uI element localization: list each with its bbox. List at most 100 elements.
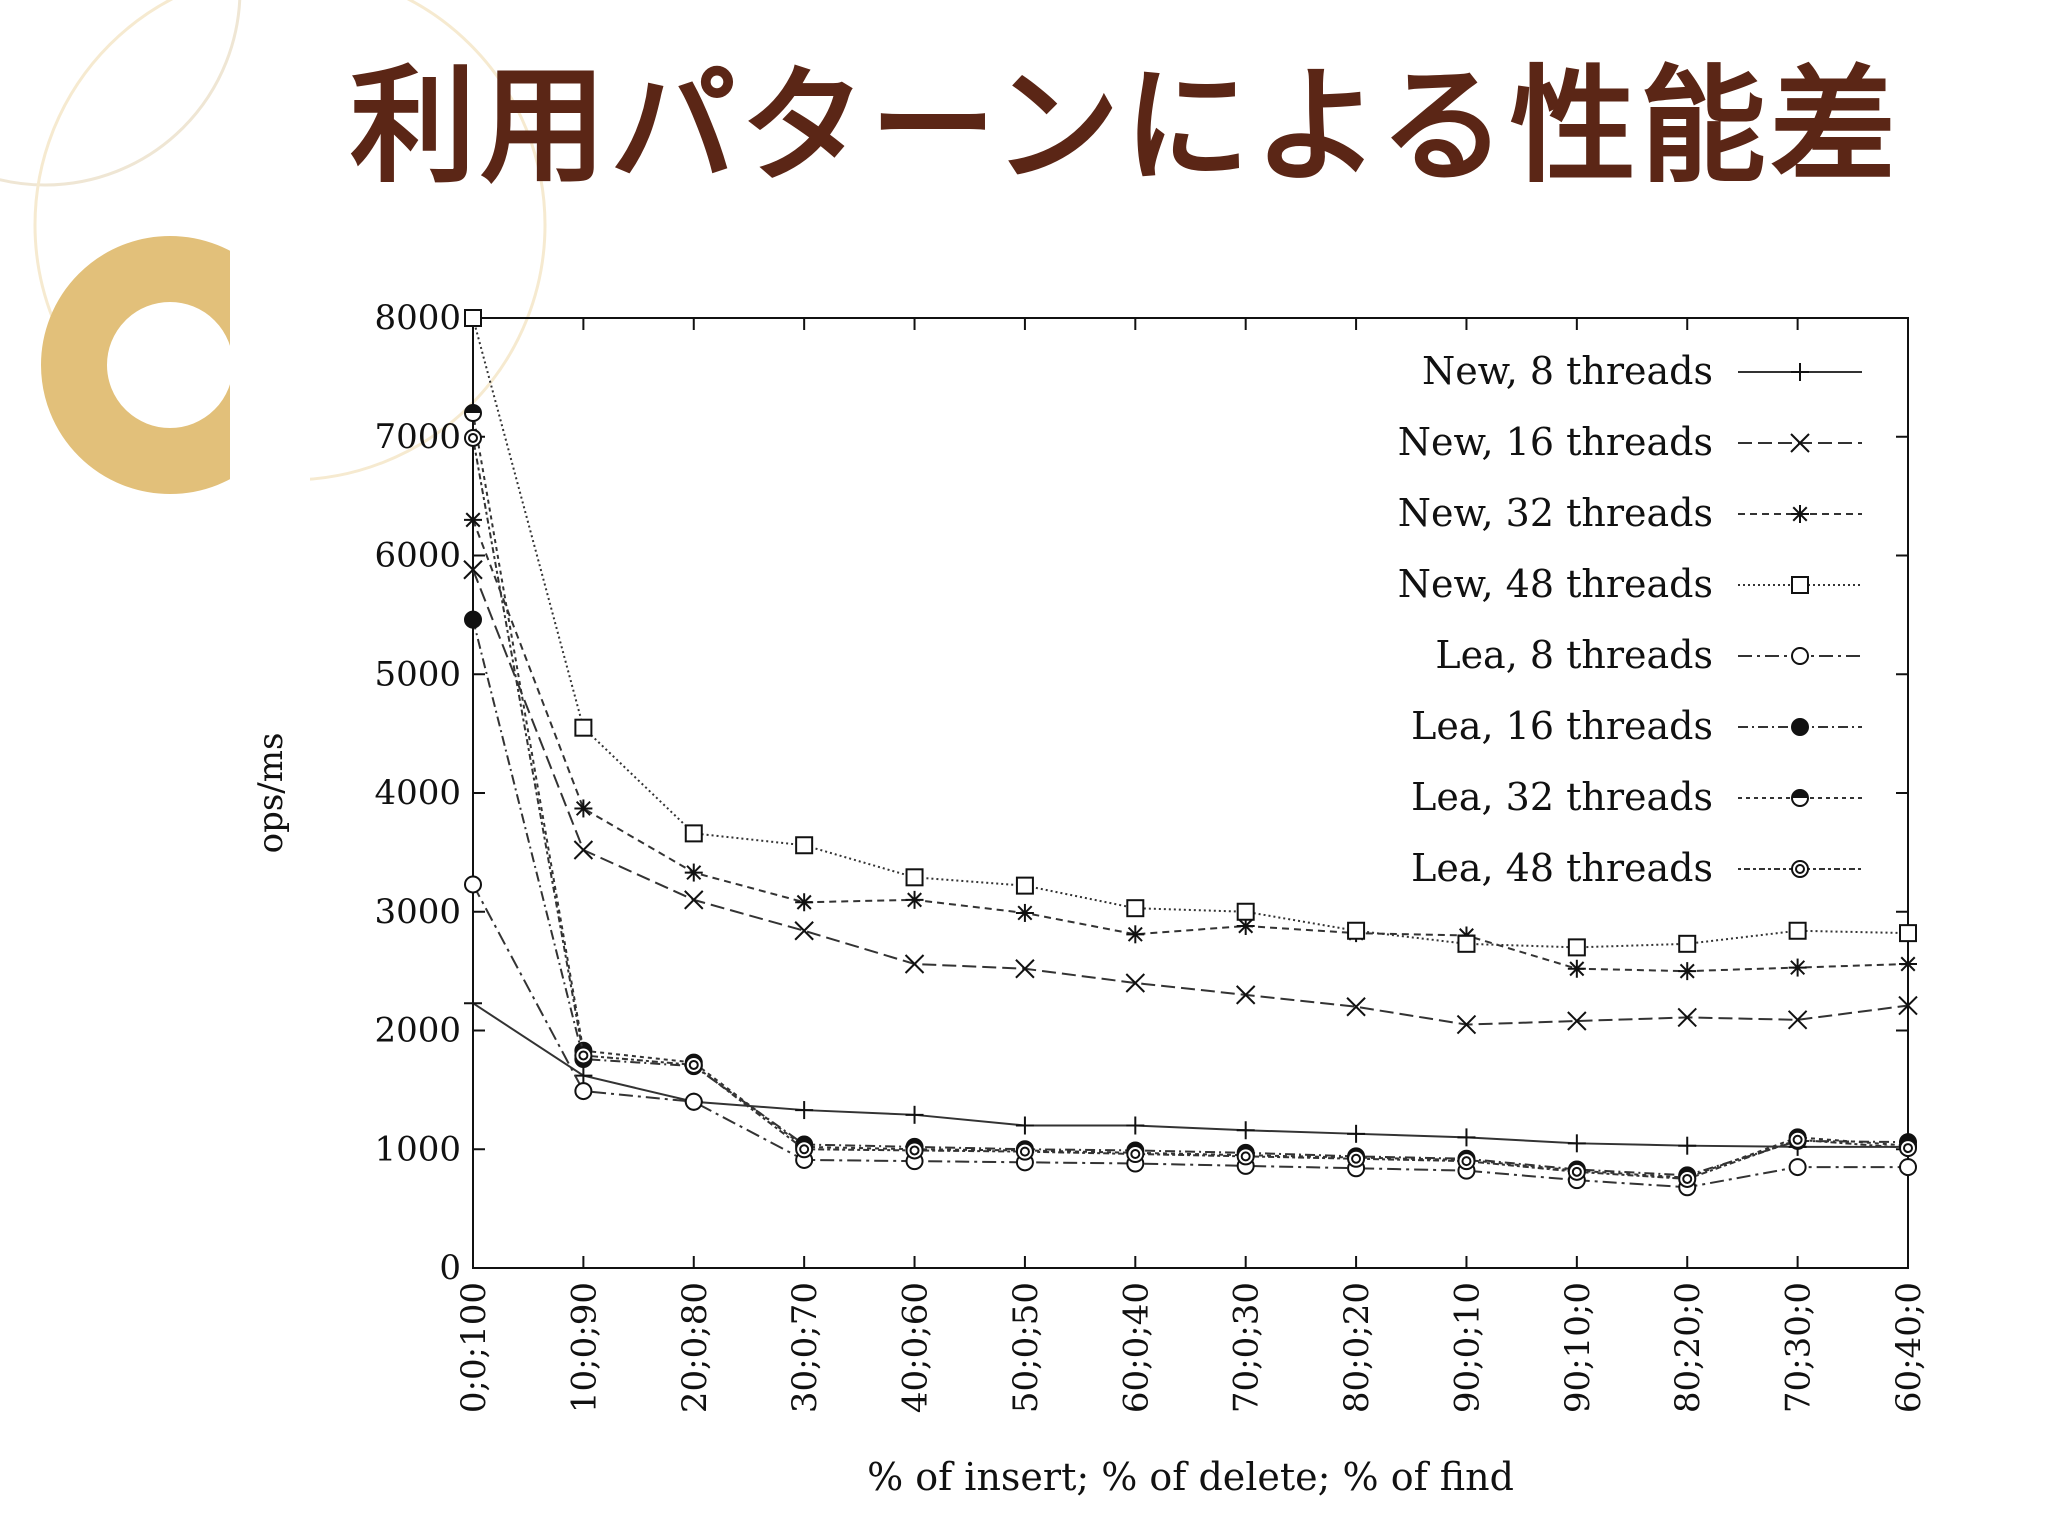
- data-point-s1: [1457, 1128, 1476, 1147]
- data-point-s8-inner: [468, 432, 478, 443]
- data-point-s3: [684, 863, 703, 882]
- data-point-s2-stroke: [1125, 973, 1146, 993]
- series-line-4: [472, 317, 1909, 949]
- data-point-s8-inner: [1240, 1151, 1251, 1162]
- series-line-5: [472, 883, 1908, 1189]
- x-tick-label: 90;0;10: [1447, 1282, 1487, 1413]
- data-point-s4-shape: [1347, 921, 1366, 940]
- data-point-s3-stroke: [1127, 926, 1143, 942]
- data-point-s5: [574, 1082, 593, 1101]
- data-point-s2: [904, 954, 925, 974]
- data-point-s2: [794, 921, 814, 941]
- data-point-s8-shape: [1899, 1139, 1917, 1158]
- data-point-s3-stroke: [1569, 961, 1585, 977]
- data-point-s1: [1015, 1116, 1034, 1135]
- data-point-s3: [905, 890, 924, 909]
- data-point-s8-inner: [799, 1144, 810, 1155]
- data-point-s5-shape: [574, 1082, 593, 1101]
- data-point-s4: [464, 309, 482, 327]
- data-point-s8-inner: [578, 1050, 589, 1061]
- data-point-s8-shape: [905, 1141, 924, 1160]
- series-line-2: [472, 569, 1909, 1026]
- legend-label: Lea, 48 threads: [1411, 846, 1713, 890]
- data-point-s4-shape: [1457, 934, 1476, 953]
- legend-label: Lea, 32 threads: [1411, 775, 1713, 819]
- data-point-s8-inner: [1130, 1149, 1141, 1159]
- data-point-s4: [1015, 876, 1034, 895]
- data-point-s1: [464, 994, 482, 1013]
- y-tick-label: 6000: [374, 536, 461, 576]
- data-point-s4-shape: [684, 824, 703, 843]
- data-point-s3-stroke: [1238, 918, 1254, 934]
- data-point-s8-inner: [1792, 1134, 1803, 1145]
- x-tick-label: 30;0;70: [785, 1282, 825, 1413]
- data-point-s3-stroke: [686, 865, 702, 881]
- legend-marker: [1791, 860, 1809, 878]
- data-point-s8-shape: [795, 1140, 814, 1159]
- data-point-s1: [905, 1105, 924, 1124]
- series-line-8: [472, 437, 1909, 1180]
- legend-marker-stroke: [1792, 506, 1808, 522]
- legend-marker: [1791, 576, 1809, 594]
- data-point-s8: [1678, 1169, 1697, 1188]
- x-tick-label: 40;0;60: [896, 1282, 936, 1413]
- y-tick-label: 0: [439, 1248, 461, 1288]
- data-point-s8: [1457, 1152, 1476, 1171]
- data-point-s2: [1898, 995, 1918, 1016]
- data-point-s4: [795, 836, 814, 855]
- y-tick-label: 7000: [374, 417, 461, 457]
- data-point-s3: [1788, 958, 1807, 977]
- x-tick-label: 80;0;20: [1337, 1282, 1377, 1413]
- legend-marker-shape: [1791, 576, 1809, 594]
- data-point-s8-shape: [1788, 1130, 1807, 1149]
- legend-marker: [1791, 789, 1809, 807]
- data-point-s3-stroke: [1900, 956, 1916, 972]
- data-point-s4: [1567, 938, 1586, 957]
- data-point-s3-stroke: [1790, 960, 1806, 976]
- data-point-s4: [684, 824, 703, 843]
- data-point-s5: [1899, 1158, 1917, 1177]
- data-point-s8-shape: [1236, 1147, 1255, 1166]
- data-point-s3: [1567, 959, 1586, 978]
- data-point-s5-shape: [684, 1092, 703, 1111]
- data-point-s2: [1456, 1014, 1477, 1035]
- data-point-s5-shape: [464, 875, 482, 894]
- data-point-s8-shape: [464, 428, 482, 447]
- data-point-s5: [684, 1092, 703, 1111]
- data-point-s1: [1678, 1136, 1697, 1155]
- data-point-s8-shape: [574, 1046, 593, 1065]
- y-tick-label: 4000: [374, 773, 461, 813]
- data-point-s4: [574, 718, 593, 737]
- data-point-s1: [795, 1101, 814, 1120]
- data-point-s4: [1347, 921, 1366, 940]
- data-point-s3-stroke: [907, 892, 922, 908]
- deco-mask: [230, 220, 310, 520]
- y-tick-label: 5000: [374, 654, 461, 694]
- data-point-s8: [1567, 1162, 1586, 1181]
- x-axis-label: % of insert; % of delete; % of find: [867, 1455, 1514, 1499]
- data-point-s4-shape: [1236, 902, 1255, 921]
- x-tick-label: 10;0;90: [564, 1282, 604, 1413]
- x-tick-label: 0;0;100: [454, 1282, 494, 1413]
- data-point-s2-stroke: [1235, 985, 1256, 1005]
- data-point-s2-stroke: [1898, 995, 1918, 1016]
- data-point-s2: [1677, 1007, 1697, 1028]
- data-point-s2-stroke: [684, 890, 704, 910]
- data-point-s4-shape: [1899, 924, 1917, 943]
- data-point-s4-shape: [905, 868, 924, 887]
- data-point-s8: [1788, 1130, 1807, 1149]
- data-point-s4-shape: [1788, 921, 1807, 940]
- data-point-s8-inner: [1903, 1143, 1913, 1154]
- data-point-s2-stroke: [1015, 959, 1035, 979]
- data-point-s5-shape: [1899, 1158, 1917, 1177]
- data-point-s4: [1457, 934, 1476, 953]
- y-tick-label: 1000: [374, 1129, 461, 1169]
- y-axis-label: ops/ms: [251, 733, 291, 854]
- y-tick-label: 8000: [374, 298, 461, 338]
- legend-marker-fill: [1792, 790, 1808, 798]
- data-point-s2: [463, 560, 483, 580]
- data-point-s7-fill: [465, 405, 481, 413]
- data-point-s4: [1788, 921, 1807, 940]
- y-tick-label: 3000: [374, 892, 461, 932]
